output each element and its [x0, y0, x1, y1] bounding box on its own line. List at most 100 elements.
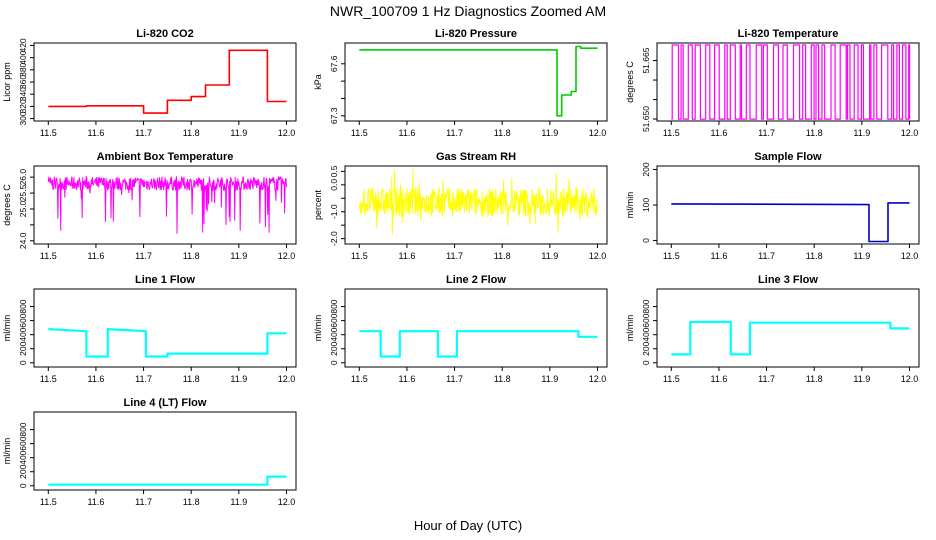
- y-axis-label: degrees C: [625, 61, 635, 103]
- figure-title: NWR_100709 1 Hz Diagnostics Zoomed AM: [329, 3, 607, 19]
- x-tick-label: 12.0: [589, 128, 607, 138]
- y-tick-label: -1.0: [329, 204, 339, 219]
- x-tick-label: 11.9: [541, 128, 558, 138]
- chart-panel-7: Line 1 Flow ml/min 11.5 11.6 11.7 11.8 11.9 12.…: [2, 274, 297, 384]
- x-tick-label: 12.0: [278, 497, 296, 507]
- x-tick-label: 11.8: [494, 374, 511, 384]
- x-tick-label: 12.0: [901, 128, 919, 138]
- x-tick-label: 12.0: [589, 374, 607, 384]
- chart-panel-1: Li-820 CO2 Licor ppm 11.5 11.6 11.7 11.8 11.9 1…: [2, 28, 297, 138]
- y-tick-label: 380: [18, 62, 28, 76]
- x-tick-label: 12.0: [901, 374, 919, 384]
- data-series: [47, 175, 287, 234]
- y-tick-label: 800: [18, 422, 28, 436]
- x-tick-label: 11.8: [183, 374, 200, 384]
- x-tick-label: 11.9: [230, 128, 247, 138]
- y-tick-label: 360: [18, 75, 28, 89]
- x-tick-label: 11.8: [183, 128, 200, 138]
- data-series: [48, 475, 287, 486]
- data-series: [671, 320, 910, 356]
- y-tick-label: 200: [329, 341, 339, 355]
- series-line: [47, 175, 287, 234]
- x-tick-label: 11.9: [853, 374, 870, 384]
- y-tick-label: 400: [18, 50, 28, 64]
- x-tick-label: 11.8: [183, 251, 200, 261]
- figure-x-axis-label: Hour of Day (UTC): [413, 518, 523, 533]
- y-tick-label: 400: [18, 327, 28, 341]
- series-line: [671, 320, 910, 356]
- y-tick-label: 67.3: [329, 107, 339, 124]
- y-tick-label: 420: [18, 38, 28, 52]
- plot-frame: [344, 165, 608, 245]
- y-tick-label: 400: [641, 327, 651, 341]
- x-tick-label: 11.6: [398, 128, 415, 138]
- y-tick-label: 320: [18, 99, 28, 113]
- x-tick-label: 11.7: [135, 128, 152, 138]
- data-series: [358, 168, 598, 235]
- panel-title: Gas Stream RH: [436, 151, 516, 163]
- x-tick-label: 11.8: [494, 251, 511, 261]
- x-tick-label: 11.5: [663, 251, 680, 261]
- x-tick-label: 11.6: [87, 374, 104, 384]
- x-tick-label: 11.6: [710, 251, 727, 261]
- x-tick-label: 11.5: [351, 128, 368, 138]
- data-series: [48, 328, 287, 358]
- plot-frame: [344, 42, 608, 122]
- panel-title: Li-820 Pressure: [435, 28, 517, 40]
- plot-frame: [33, 288, 297, 368]
- x-tick-label: 11.7: [135, 497, 152, 507]
- y-axis-label: percent: [313, 189, 323, 220]
- y-tick-label: 0: [329, 360, 339, 365]
- x-tick-label: 12.0: [278, 251, 296, 261]
- y-tick-label: 340: [18, 87, 28, 101]
- panel-title: Li-820 CO2: [136, 28, 193, 40]
- x-tick-label: 11.9: [853, 128, 870, 138]
- series-line: [48, 328, 287, 358]
- x-tick-label: 11.6: [87, 497, 104, 507]
- y-axis-label: ml/min: [625, 315, 635, 342]
- panel-title: Line 1 Flow: [135, 274, 195, 286]
- panel-title: Li-820 Temperature: [738, 28, 839, 40]
- x-tick-label: 11.9: [230, 251, 247, 261]
- x-tick-label: 11.9: [541, 374, 558, 384]
- data-series: [671, 202, 910, 243]
- data-series: [48, 49, 287, 114]
- x-tick-label: 11.8: [183, 497, 200, 507]
- panel-title: Line 4 (LT) Flow: [124, 397, 207, 409]
- x-tick-label: 11.6: [87, 251, 104, 261]
- x-tick-label: 11.6: [710, 374, 727, 384]
- x-tick-label: 11.9: [230, 374, 247, 384]
- chart-panel-3: Li-820 Temperature degrees C 11.5 11.6 11.7 1…: [625, 28, 920, 138]
- chart-panel-5: Gas Stream RH percent 11.5 11.6 11.7 11.8 11.9…: [313, 151, 608, 261]
- x-tick-label: 11.8: [806, 374, 823, 384]
- y-tick-label: 600: [329, 313, 339, 327]
- series-line: [359, 45, 598, 117]
- y-axis-label: ml/min: [2, 438, 12, 465]
- y-axis-label: kPa: [313, 74, 323, 90]
- x-tick-label: 11.5: [40, 497, 57, 507]
- y-axis-label: ml/min: [625, 192, 635, 219]
- x-tick-label: 11.5: [351, 251, 368, 261]
- y-tick-label: 600: [641, 313, 651, 327]
- x-tick-label: 11.5: [351, 374, 368, 384]
- y-tick-label: 800: [18, 299, 28, 313]
- x-tick-label: 11.7: [758, 374, 775, 384]
- x-tick-label: 11.7: [446, 251, 463, 261]
- y-axis-label: Licor ppm: [2, 62, 12, 102]
- chart-panel-4: Ambient Box Temperature degrees C 11.5 11.6…: [2, 151, 297, 261]
- series-line: [359, 330, 598, 358]
- y-axis-label: ml/min: [2, 315, 12, 342]
- y-tick-label: 200: [641, 162, 651, 176]
- y-tick-label: 51.665: [641, 47, 651, 73]
- y-tick-label: 0: [641, 360, 651, 365]
- y-tick-label: 24.0: [18, 232, 28, 249]
- plot-frame: [33, 42, 297, 122]
- y-tick-label: 800: [641, 299, 651, 313]
- x-tick-label: 11.5: [40, 251, 57, 261]
- series-line: [671, 202, 910, 243]
- x-tick-label: 11.6: [710, 128, 727, 138]
- y-tick-label: 51.650: [641, 106, 651, 132]
- series-line: [48, 475, 287, 486]
- y-tick-label: 0.5: [329, 165, 339, 177]
